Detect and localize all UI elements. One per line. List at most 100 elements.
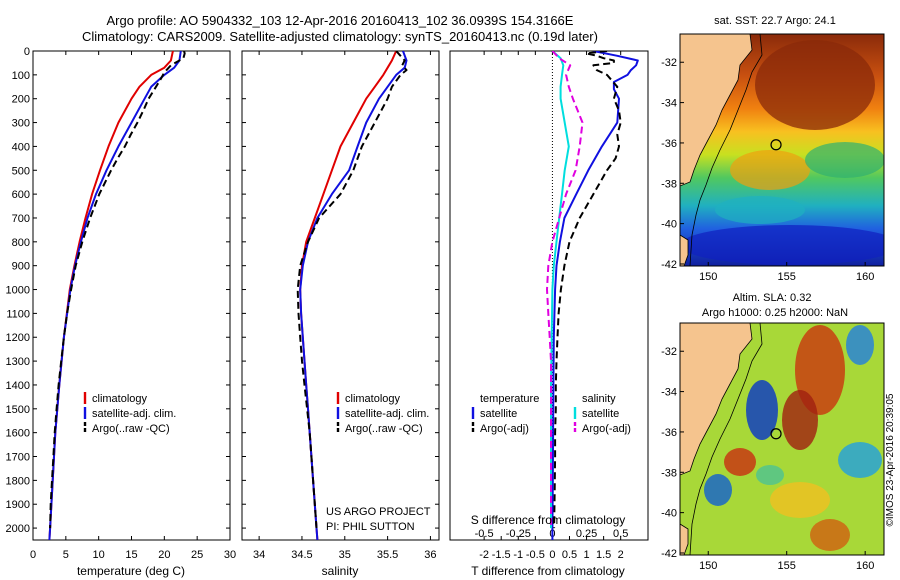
t-difference-label: T difference from climatology <box>471 564 625 578</box>
sla-low-1 <box>746 380 778 440</box>
y-tick-label: 200 <box>12 94 30 106</box>
y-tick-label: 300 <box>12 118 30 130</box>
salinity-panel: 34 34.5 35 35.5 36 salinity climatology sate… <box>241 50 440 578</box>
sst-cyan-patch <box>715 196 805 224</box>
sla-land-south <box>680 523 689 555</box>
sst-warm-patch <box>730 150 810 190</box>
map-y-tick-label: -42 <box>661 548 677 560</box>
x-tick-label: 34.5 <box>291 549 312 561</box>
map-y-tick-label: -32 <box>661 346 677 358</box>
map-x-tick-label: 150 <box>699 271 717 283</box>
map-y-tick-label: -32 <box>661 57 677 69</box>
y-tick-label: 1400 <box>6 380 30 392</box>
legend-label-t-argo: Argo(-adj) <box>480 423 529 435</box>
map-x-tick-label: 150 <box>699 560 717 572</box>
legend-label-s-satellite: satellite <box>582 408 619 420</box>
legend-label-s-argo: Argo(-adj) <box>582 423 631 435</box>
sst-map-frame <box>679 33 885 267</box>
y-tick-label: 1000 <box>6 285 30 297</box>
y-tick-label: 1900 <box>6 499 30 511</box>
map-y-tick-label: -36 <box>661 138 677 150</box>
salinity-x-label: salinity <box>322 564 359 578</box>
y-tick-label: 700 <box>12 213 30 225</box>
legend-heading-temperature: temperature <box>480 393 539 405</box>
s-tick-label: 0.25 <box>576 528 597 540</box>
salinity-legend: climatology satellite-adj. clim. Argo(..… <box>336 392 429 435</box>
argo-position-marker <box>770 139 782 151</box>
sla-low-2 <box>846 325 874 365</box>
map-x-tick-label: 155 <box>778 271 796 283</box>
legend-label-argo: Argo(..raw -QC) <box>345 423 423 435</box>
x-tick-label: 2 <box>618 549 624 561</box>
x-tick-label: 1.5 <box>596 549 611 561</box>
y-tick-label: 1700 <box>6 452 30 464</box>
temperature-lines <box>48 51 186 540</box>
x-tick-label: 20 <box>158 549 170 561</box>
temperature-legend: climatology satellite-adj. clim. Argo(..… <box>83 392 176 435</box>
x-tick-label: 34 <box>253 549 265 561</box>
temperature-x-ticks: 0 5 10 15 20 25 30 <box>30 51 236 561</box>
figure-title-line2: Climatology: CARS2009. Satellite-adjuste… <box>82 29 598 44</box>
sst-green-patch <box>805 142 884 178</box>
x-tick-label: -1 <box>513 549 523 561</box>
salinity-x-ticks: 34 34.5 35 35.5 36 <box>253 51 437 561</box>
map-y-tick-label: -34 <box>661 387 677 399</box>
y-tick-label: 500 <box>12 165 30 177</box>
sla-low-4 <box>704 474 732 506</box>
y-tick-label: 2000 <box>6 523 30 535</box>
sla-map-title-line1: Altim. SLA: 0.32 <box>733 292 812 304</box>
sst-land <box>680 34 753 187</box>
y-tick-label: 1500 <box>6 404 30 416</box>
x-tick-label: 0 <box>549 549 555 561</box>
map-x-tick-label: 160 <box>856 271 874 283</box>
x-tick-label: 25 <box>191 549 203 561</box>
sla-map-image <box>680 323 884 555</box>
difference-bottom-ticks: -2 -1.5 -1 -0.5 0 0.5 1 1.5 2 <box>479 51 624 561</box>
y-tick-label: 1100 <box>6 308 30 320</box>
x-tick-label: 35 <box>339 549 351 561</box>
sst-map-panel: sat. SST: 22.7 Argo: 24.1 150 155 160 -32 -3… <box>661 15 885 283</box>
sst-map-ticks: 150 155 160 -32 -34 -36 -38 -40 -42 <box>661 57 874 283</box>
map-y-tick-label: -40 <box>661 508 677 520</box>
y-tick-label: 1600 <box>6 428 30 440</box>
y-tick-label: 1300 <box>6 356 30 368</box>
x-tick-label: 35.5 <box>377 549 398 561</box>
s-tick-label: -0.25 <box>506 528 531 540</box>
x-tick-label: 5 <box>63 549 69 561</box>
project-annotation: US ARGO PROJECT <box>326 506 431 518</box>
x-tick-label: 0 <box>30 549 36 561</box>
y-tick-label: 900 <box>12 261 30 273</box>
sst-land-south <box>680 234 689 266</box>
map-y-tick-label: -42 <box>661 259 677 271</box>
series-line-argo-raw-qc <box>296 51 408 529</box>
x-tick-label: 30 <box>224 549 236 561</box>
y-tick-label: 1200 <box>6 332 30 344</box>
map-y-tick-label: -38 <box>661 467 677 479</box>
x-tick-label: 10 <box>93 549 105 561</box>
map-y-tick-label: -40 <box>661 219 677 231</box>
sla-map-panel: Altim. SLA: 0.32 Argo h1000: 0.25 h2000:… <box>661 292 885 572</box>
legend-label-t-satellite: satellite <box>480 408 517 420</box>
map-x-tick-label: 155 <box>778 560 796 572</box>
sla-high-3 <box>724 448 756 476</box>
sla-map-frame <box>679 322 885 556</box>
sla-low-3 <box>838 442 882 478</box>
x-tick-label: 0.5 <box>562 549 577 561</box>
map-y-tick-label: -34 <box>661 98 677 110</box>
x-tick-label: -0.5 <box>526 549 545 561</box>
x-tick-label: 15 <box>125 549 137 561</box>
s-tick-label: 0.5 <box>613 528 628 540</box>
salinity-y-ticks <box>242 50 439 529</box>
series-line-argo-adj <box>546 51 584 529</box>
y-tick-label: 1800 <box>6 475 30 487</box>
y-tick-label: 0 <box>24 46 30 58</box>
sla-high-4 <box>770 482 830 518</box>
y-tick-label: 800 <box>12 237 30 249</box>
temperature-x-label: temperature (deg C) <box>77 564 185 578</box>
sst-warm-core <box>755 40 875 130</box>
legend-label-argo: Argo(..raw -QC) <box>92 423 170 435</box>
difference-legend: temperature satellite Argo(-adj) salinit… <box>471 393 631 435</box>
x-tick-label: -1.5 <box>492 549 511 561</box>
s-tick-label: -0.5 <box>475 528 494 540</box>
map-y-tick-label: -36 <box>661 427 677 439</box>
